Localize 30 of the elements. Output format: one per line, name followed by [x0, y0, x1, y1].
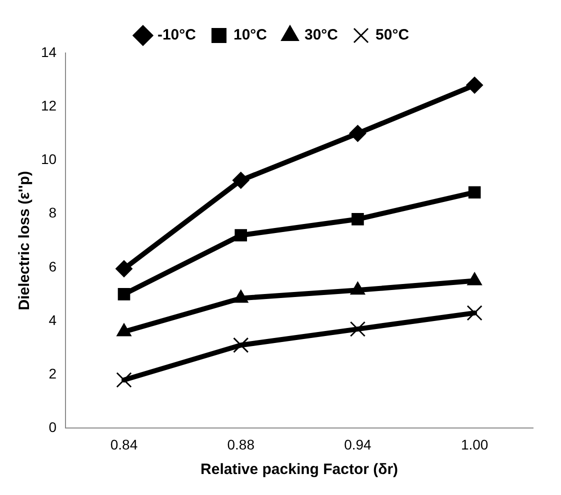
x-axis-title: Relative packing Factor (δr) [200, 461, 398, 478]
point [466, 76, 484, 94]
legend-label: 30°C [304, 26, 338, 44]
x-tick-label: 0.88 [227, 436, 255, 452]
y-tick-label: 6 [48, 258, 57, 274]
y-tick-label: 14 [40, 44, 57, 60]
y-tick-label: 2 [48, 365, 57, 382]
legend-label: 10°C [233, 26, 268, 44]
legend-label: 50°C [376, 26, 410, 44]
y-tick-label: 12 [40, 97, 57, 114]
y-tick-label: 4 [48, 312, 57, 328]
y-tick-label: 0 [48, 419, 57, 436]
y-tick-label: 10 [40, 151, 57, 168]
point [352, 213, 364, 226]
point [468, 186, 481, 199]
point [118, 288, 130, 300]
point [350, 321, 366, 337]
x-tick-label: 0.84 [110, 436, 138, 452]
x-tick-label: 1.00 [460, 436, 488, 452]
point [234, 229, 248, 242]
legend-label: -10°C [157, 26, 196, 44]
point [466, 305, 482, 321]
point [233, 337, 249, 353]
x-tick-label: 0.94 [344, 436, 372, 452]
point [116, 260, 132, 278]
point [232, 172, 250, 189]
point [116, 372, 132, 388]
y-axis-title: Dielectric loss (ε''p) [16, 170, 34, 310]
y-tick-label: 8 [48, 204, 57, 221]
point [349, 124, 366, 142]
